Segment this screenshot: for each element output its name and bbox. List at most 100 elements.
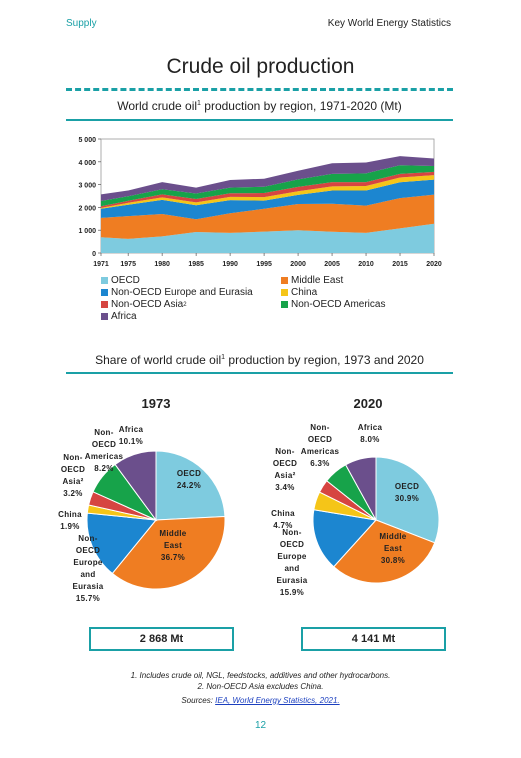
pie-label-line: 15.9% — [279, 588, 305, 597]
area-series-non-oecd-americas — [101, 165, 434, 207]
pie-2020-slice-africa — [344, 456, 377, 521]
pie-label-line: 36.7% — [160, 553, 186, 562]
pie-2020-label-non-oecd-europe-and-eurasia: Non- OECD Europe and Eurasia 15.9% — [262, 527, 322, 599]
area-chart-title: World crude oil1 production by region, 1… — [66, 99, 453, 113]
x-tick-label: 2020 — [426, 261, 442, 268]
x-tick-label: 1990 — [222, 261, 238, 268]
pie-2020-slice-non-oecd-americas — [326, 464, 377, 521]
sources-link[interactable]: IEA, World Energy Statistics, 2021. — [215, 696, 340, 705]
legend-swatch-non-oecd-asia — [101, 301, 108, 308]
pie-label-line: Eurasia — [72, 582, 104, 591]
pie-2020-label-middle-east: Middle East 30.8% — [363, 531, 423, 567]
pie-1973-label-oecd: OECD 24.2% — [159, 468, 219, 492]
pie-label-line: East — [383, 544, 403, 553]
area-chart-rule — [66, 119, 453, 121]
legend-item-middle-east: Middle East — [281, 275, 343, 286]
pie-label-line: Non- — [94, 428, 114, 437]
legend-label-oecd: OECD — [111, 275, 140, 286]
legend-item-africa: Africa — [101, 311, 137, 322]
area-series-middle-east — [101, 194, 434, 239]
pie-label-line: Non- — [275, 447, 295, 456]
legend-item-non-oecd-europe: Non-OECD Europe and Eurasia — [101, 287, 253, 298]
legend-swatch-non-oecd-americas — [281, 301, 288, 308]
legend-item-oecd: OECD — [101, 275, 140, 286]
footnote-2: 2. Non-OECD Asia excludes China. — [197, 682, 324, 691]
pie-2020-slice-non-oecd-asia — [318, 480, 377, 521]
pie-1973-label-non-oecd-europe-and-eurasia: Non- OECD Europe and Eurasia 15.7% — [58, 533, 118, 605]
pie-label-line: 24.2% — [176, 481, 202, 490]
area-series-non-oecd-asia — [101, 171, 434, 208]
legend-swatch-middle-east — [281, 277, 288, 284]
x-tick-label: 2015 — [392, 261, 408, 268]
pie-charts-rule — [66, 372, 453, 374]
pie-2020-slice-china — [313, 491, 377, 521]
pie-label-line: 15.7% — [75, 594, 101, 603]
sources: Sources: IEA, World Energy Statistics, 2… — [0, 696, 521, 705]
header-publication-title: Key World Energy Statistics — [327, 18, 451, 29]
x-tick-label: 1995 — [256, 261, 272, 268]
area-series-non-oecd-europe-and-eurasia — [101, 179, 434, 220]
legend-label-china: China — [291, 287, 318, 298]
y-tick-label: 4 000 — [78, 160, 96, 167]
area-series-africa — [101, 156, 434, 201]
pie-label-line: OECD — [75, 546, 101, 555]
legend-swatch-china — [281, 289, 288, 296]
pie-label-line: 8.0% — [360, 435, 380, 444]
pie-2020-label-africa: Africa 8.0% — [340, 422, 400, 446]
page-title: Crude oil production — [166, 55, 355, 78]
y-tick-label: 5 000 — [78, 137, 96, 144]
pie-label-line: Asia² — [62, 477, 84, 486]
pie-label-line: Americas — [84, 452, 124, 461]
sources-prefix: Sources: — [181, 696, 216, 705]
pie-charts-title: Share of world crude oil1 production by … — [66, 353, 453, 367]
pie-1973-label-china: China 1.9% — [40, 509, 100, 533]
pie-label-line: Eurasia — [276, 576, 308, 585]
legend-item-non-oecd-asia: Non-OECD Asia 2 — [101, 299, 187, 310]
pie-label-line: OECD — [394, 482, 420, 491]
pie-1973-label-non-oecd-americas: Non- OECD Americas 8.2% — [74, 427, 134, 475]
pie-2020-label-non-oecd-americas: Non- OECD Americas 6.3% — [290, 422, 350, 470]
pie-label-line: Middle — [159, 529, 187, 538]
pie-charts-title-footnote: 1 — [221, 354, 226, 361]
pie-1973-label-middle-east: Middle East 36.7% — [143, 528, 203, 564]
pie-2020-label-china: China 4.7% — [253, 508, 313, 532]
legend-item-non-oecd-americas: Non-OECD Americas — [281, 299, 385, 310]
pie-label-line: Europe — [277, 552, 307, 561]
legend-label-non-oecd-europe: Non-OECD Europe and Eurasia — [111, 287, 253, 298]
legend-label-middle-east: Middle East — [291, 275, 344, 286]
pie-label-line: OECD — [272, 459, 298, 468]
pie-label-line: 1.9% — [60, 522, 80, 531]
pie-label-line: East — [163, 541, 183, 550]
pie-label-line: China — [271, 509, 295, 518]
legend-footnote-non-oecd-asia: 2 — [183, 301, 187, 308]
pie-label-line: 3.2% — [63, 489, 83, 498]
x-tick-label: 2005 — [324, 261, 340, 268]
legend-swatch-africa — [101, 313, 108, 320]
x-tick-label: 2010 — [358, 261, 374, 268]
y-tick-label: 0 — [92, 251, 96, 258]
header-section-label: Supply — [66, 18, 97, 29]
y-tick-label: 1 000 — [78, 228, 96, 235]
pie-1973-label-africa: Africa 10.1% — [101, 424, 161, 448]
legend-swatch-non-oecd-europe — [101, 289, 108, 296]
x-tick-label: 1975 — [120, 261, 136, 268]
pie-label-line: 6.3% — [310, 459, 330, 468]
pie-label-line: Africa — [118, 425, 144, 434]
pie-label-line: 30.8% — [380, 556, 406, 565]
pie-label-line: 3.4% — [275, 483, 295, 492]
pie-label-line: China — [58, 510, 82, 519]
legend-label-non-oecd-americas: Non-OECD Americas — [291, 299, 386, 310]
pie-label-line: 10.1% — [118, 437, 144, 446]
x-tick-label: 1985 — [188, 261, 204, 268]
pie-label-line: OECD — [176, 469, 202, 478]
pie-label-line: Asia² — [274, 471, 296, 480]
x-tick-label: 1980 — [154, 261, 170, 268]
pie-label-line: Non- — [78, 534, 98, 543]
pie-label-line: 4.7% — [273, 521, 293, 530]
pie-label-line: OECD — [91, 440, 117, 449]
pie-label-line: Non- — [310, 423, 330, 432]
legend-swatch-oecd — [101, 277, 108, 284]
pie-label-line: Non- — [282, 528, 302, 537]
pie-label-line: and — [80, 570, 96, 579]
pie-2020-label-non-oecd-asia: Non- OECD Asia² 3.4% — [255, 446, 315, 494]
